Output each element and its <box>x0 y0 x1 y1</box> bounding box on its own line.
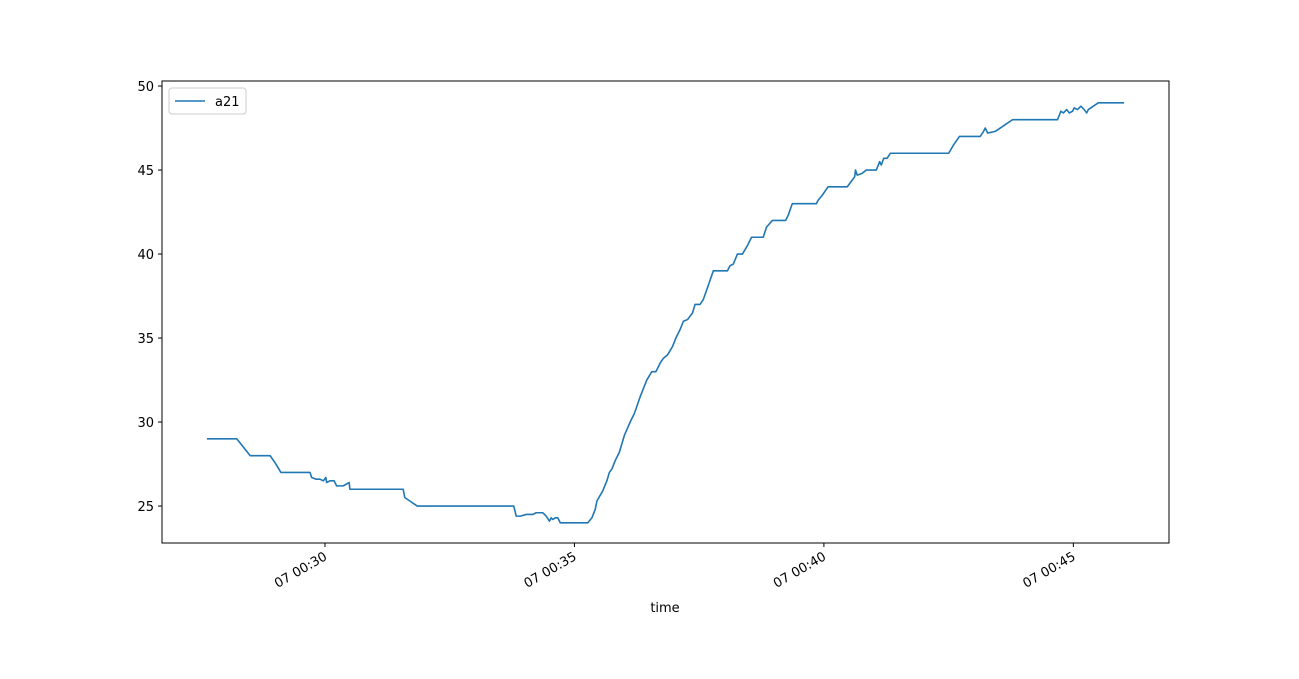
data-line <box>206 102 1125 524</box>
plot-frame <box>161 80 1170 544</box>
x-axis-label: time <box>650 601 679 616</box>
legend-label: a21 <box>215 95 240 110</box>
y-tick-label: 40 <box>137 248 154 263</box>
y-tick-label: 25 <box>137 500 154 515</box>
legend: a21 <box>168 87 247 115</box>
y-tick-label: 30 <box>137 416 154 431</box>
legend-box <box>168 87 247 115</box>
y-tick-label: 35 <box>137 332 154 347</box>
y-tick-label: 50 <box>137 80 154 95</box>
y-tick-label: 45 <box>137 164 154 179</box>
